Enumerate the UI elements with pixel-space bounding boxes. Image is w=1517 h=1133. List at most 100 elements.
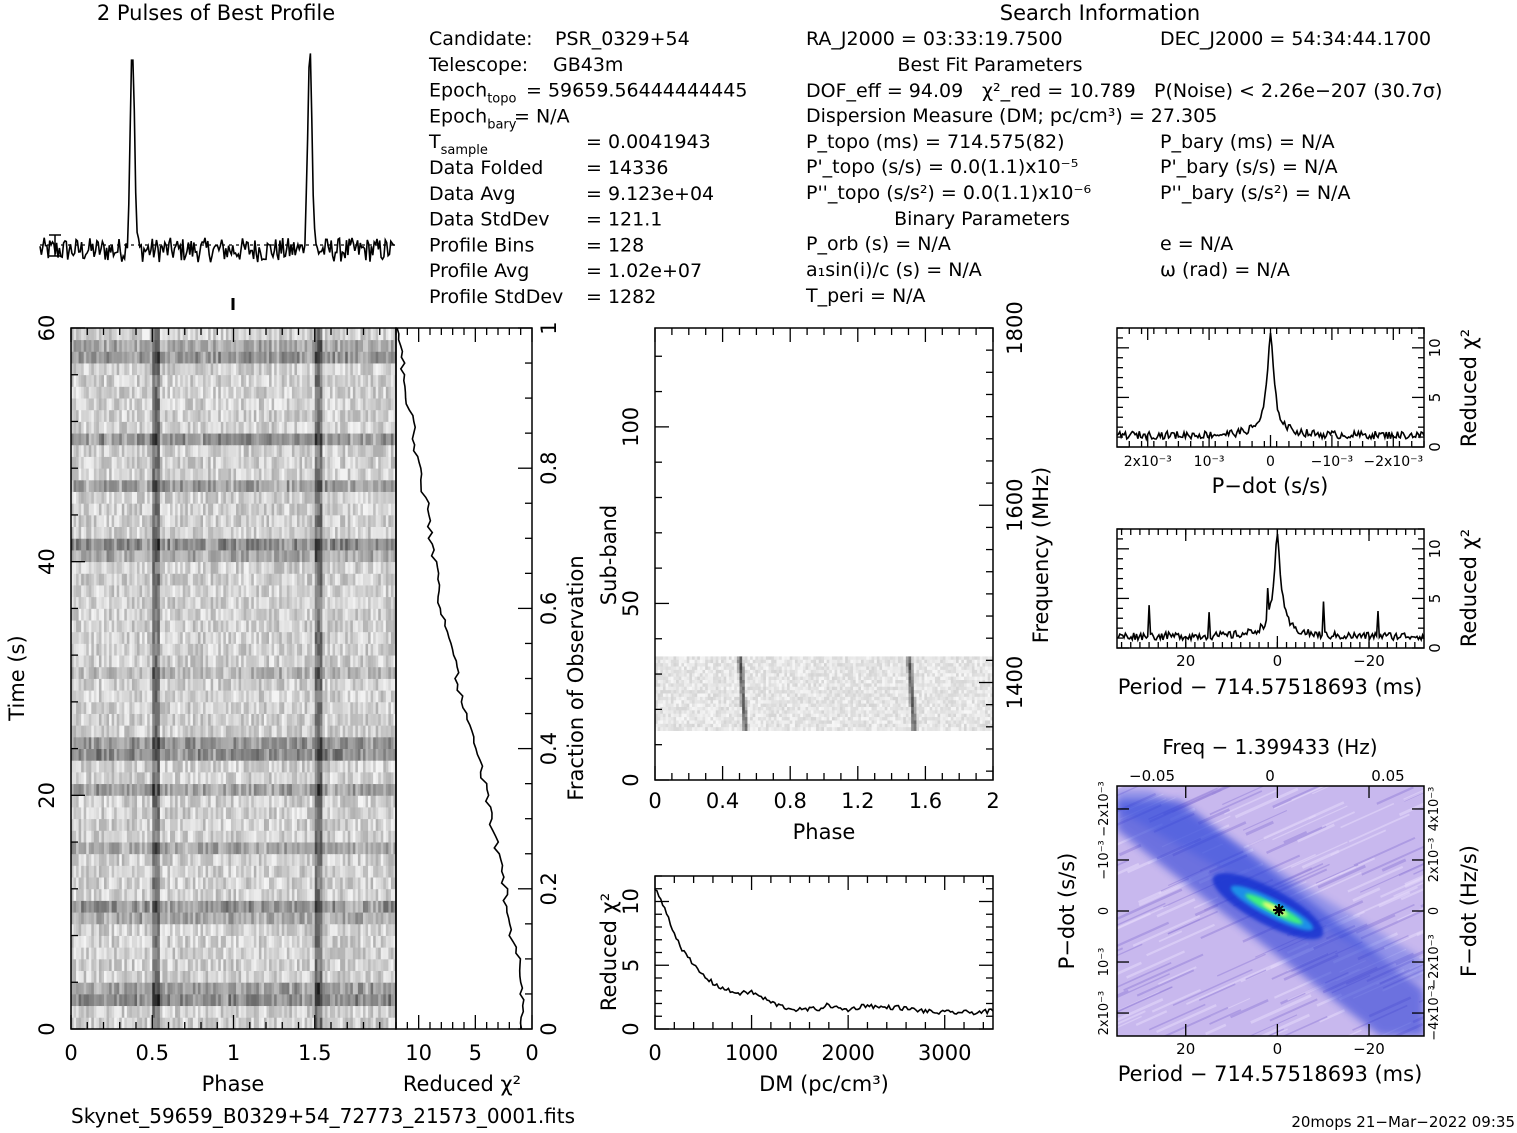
heat-cell <box>294 818 298 831</box>
heat-cell <box>228 713 232 726</box>
heat-cell <box>269 678 272 691</box>
heat-cell <box>78 807 82 820</box>
heat-cell <box>291 783 295 796</box>
heat-cell <box>223 818 227 831</box>
heat-cell <box>380 690 384 703</box>
heat-cell <box>106 596 110 609</box>
heat-cell <box>256 865 260 878</box>
heat-cell <box>357 701 361 714</box>
heat-cell <box>357 666 361 679</box>
heat-cell <box>134 725 138 738</box>
heat-cell <box>314 760 318 773</box>
heat-cell <box>93 935 97 948</box>
heat-cell <box>390 900 394 913</box>
heat-cell <box>119 725 123 738</box>
heat-cell <box>380 655 384 668</box>
heat-cell <box>180 877 184 890</box>
heat-cell <box>357 736 361 749</box>
heat-cell <box>256 573 260 586</box>
heat-cell <box>332 771 336 785</box>
heat-cell <box>152 713 156 726</box>
heat-cell <box>121 771 125 785</box>
heat-cell <box>175 795 179 808</box>
heat-cell <box>170 818 173 831</box>
heat-cell <box>116 923 120 936</box>
heat-cell <box>375 853 379 866</box>
heat-cell <box>378 842 382 855</box>
heat-cell <box>177 830 181 843</box>
heat-cell <box>294 608 298 621</box>
heat-cell <box>335 690 338 703</box>
heat-cell <box>73 620 77 633</box>
heat-cell <box>116 830 120 843</box>
heat-cell <box>279 678 283 691</box>
heat-cell <box>261 947 265 960</box>
heat-cell <box>350 748 354 761</box>
heat-cell <box>104 748 107 761</box>
heat-cell <box>111 993 115 1007</box>
heat-cell <box>284 807 288 820</box>
heat-cell <box>104 631 107 644</box>
heat-cell <box>340 807 344 820</box>
heat-cell <box>299 620 303 633</box>
heat-cell <box>81 853 85 866</box>
heat-cell <box>390 643 394 656</box>
heat-cell <box>144 713 148 726</box>
heat-cell <box>131 678 135 691</box>
heat-cell <box>144 888 148 901</box>
heat-cell <box>76 771 80 785</box>
heat-cell <box>142 596 146 609</box>
heat-cell <box>137 585 140 598</box>
heat-cell <box>281 585 285 598</box>
heat-cell <box>76 818 80 831</box>
heat-cell <box>88 888 92 901</box>
heat-cell <box>302 993 305 1007</box>
heat-cell <box>355 608 359 621</box>
heat-cell <box>106 795 110 808</box>
heat-cell <box>164 585 168 598</box>
heat-cell <box>362 725 366 738</box>
heat-cell <box>329 830 333 843</box>
heat-cell <box>362 643 366 656</box>
heat-cell <box>370 678 374 691</box>
heat-cell <box>289 596 293 609</box>
heat-cell <box>78 748 82 761</box>
heat-cell <box>253 795 257 808</box>
heat-cell <box>131 585 135 598</box>
heat-cell <box>236 690 239 703</box>
heat-cell <box>157 935 161 948</box>
heat-cell <box>185 912 189 925</box>
heat-cell <box>200 783 204 796</box>
heat-cell <box>187 795 191 808</box>
heat-cell <box>385 783 389 796</box>
heat-cell <box>152 888 156 901</box>
heat-cell <box>335 620 338 633</box>
heat-cell <box>286 900 290 913</box>
heat-cell <box>220 783 224 796</box>
heat-cell <box>139 842 143 855</box>
heat-cell <box>190 807 194 820</box>
heat-cell <box>233 900 237 913</box>
heat-cell <box>215 678 219 691</box>
heat-cell <box>78 620 82 633</box>
heat-cell <box>215 783 219 796</box>
heat-cell <box>81 900 85 913</box>
heat-cell <box>258 620 262 633</box>
heat-cell <box>373 760 377 773</box>
heat-cell <box>149 807 153 820</box>
heat-cell <box>144 725 148 738</box>
heat-cell <box>200 748 204 761</box>
heat-cell <box>124 620 128 633</box>
heat-cell <box>233 912 237 925</box>
heat-cell <box>134 853 138 866</box>
info-value: = 1282 <box>586 286 656 308</box>
heat-cell <box>360 947 364 960</box>
heat-cell <box>96 923 100 936</box>
heat-cell <box>187 807 191 820</box>
heat-cell <box>314 736 318 749</box>
heat-cell <box>319 912 323 925</box>
heat-cell <box>350 713 354 726</box>
heat-cell <box>335 783 338 796</box>
heat-cell <box>337 713 341 726</box>
heat-cell <box>324 1005 328 1018</box>
